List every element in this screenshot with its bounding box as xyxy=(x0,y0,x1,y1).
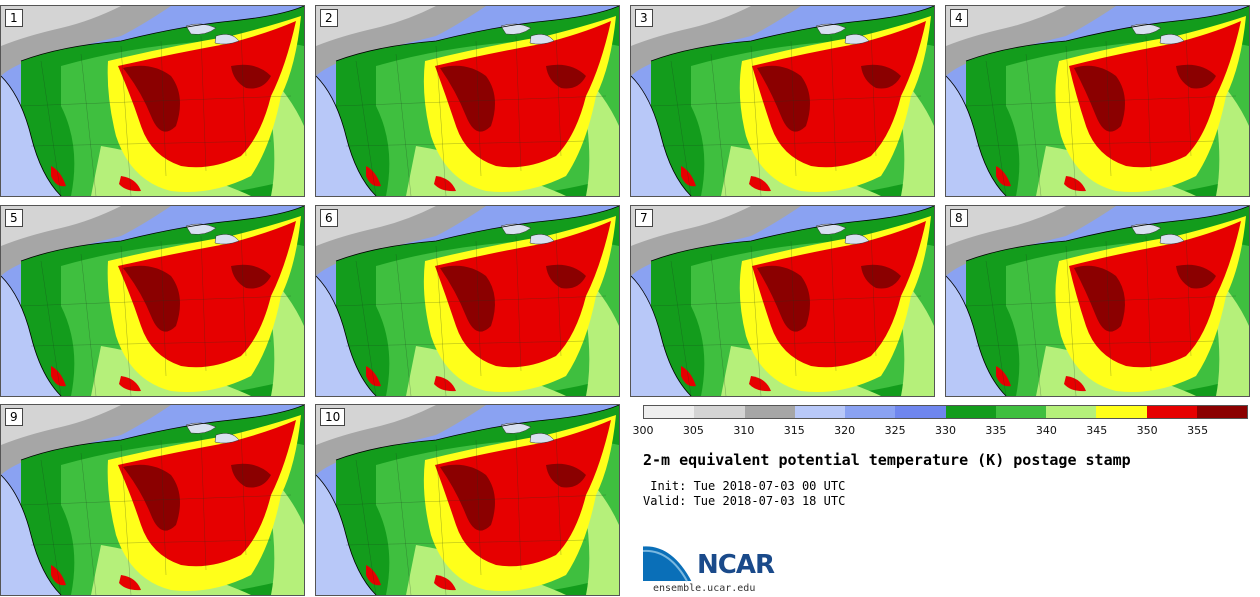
colorbar-tick-label: 330 xyxy=(935,424,956,437)
conus-map xyxy=(316,405,619,595)
panel-number: 8 xyxy=(950,209,968,227)
map-panel-6: 6 xyxy=(315,205,620,397)
panel-number: 6 xyxy=(320,209,338,227)
panel-number: 7 xyxy=(635,209,653,227)
colorbar-segment xyxy=(694,406,745,418)
map-panel-2: 2 xyxy=(315,5,620,197)
site-url: ensemble.ucar.edu xyxy=(653,583,756,594)
colorbar-tick-label: 310 xyxy=(733,424,755,437)
colorbar xyxy=(643,405,1248,419)
colorbar-segment xyxy=(1046,406,1097,418)
map-panel-3: 3 xyxy=(630,5,935,197)
map-panel-10: 10 xyxy=(315,404,620,596)
colorbar-tick-label: 340 xyxy=(1035,424,1057,437)
panel-number: 3 xyxy=(635,9,653,27)
colorbar-segment xyxy=(1196,406,1247,418)
colorbar-segment xyxy=(945,406,996,418)
conus-map xyxy=(946,206,1249,396)
conus-map xyxy=(316,206,619,396)
init-time: Init: Tue 2018-07-03 00 UTC xyxy=(643,479,846,493)
map-panel-8: 8 xyxy=(945,205,1250,397)
conus-map xyxy=(946,6,1249,196)
panel-number: 4 xyxy=(950,9,968,27)
panel-number: 5 xyxy=(5,209,23,227)
panel-number: 9 xyxy=(5,408,23,426)
panel-number: 2 xyxy=(320,9,338,27)
conus-map xyxy=(631,6,934,196)
panel-number: 10 xyxy=(320,408,346,426)
conus-map xyxy=(631,206,934,396)
colorbar-tick-label: 355 xyxy=(1187,424,1209,437)
colorbar-segment xyxy=(895,406,946,418)
conus-map xyxy=(1,6,304,196)
colorbar-segment xyxy=(1146,406,1197,418)
map-panel-5: 5 xyxy=(0,205,305,397)
conus-map xyxy=(1,206,304,396)
conus-map xyxy=(1,405,304,595)
chart-title: 2-m equivalent potential temperature (K)… xyxy=(643,451,1131,469)
colorbar-segment xyxy=(794,406,845,418)
colorbar-segment xyxy=(995,406,1046,418)
ncar-logo-icon xyxy=(643,543,695,582)
map-panel-4: 4 xyxy=(945,5,1250,197)
colorbar-segment xyxy=(1096,406,1147,418)
ncar-wordmark: NCAR xyxy=(697,550,775,580)
colorbar-tick-label: 305 xyxy=(682,424,704,437)
panel-number: 1 xyxy=(5,9,23,27)
map-panel-7: 7 xyxy=(630,205,935,397)
colorbar-tick-label: 320 xyxy=(834,424,856,437)
colorbar-segment xyxy=(845,406,896,418)
colorbar-tick-label: 325 xyxy=(884,424,906,437)
colorbar-tick-label: 345 xyxy=(1086,424,1108,437)
colorbar-segment xyxy=(744,406,795,418)
colorbar-tick-label: 315 xyxy=(783,424,805,437)
colorbar-tick-label: 300 xyxy=(632,424,654,437)
conus-map xyxy=(316,6,619,196)
map-panel-9: 9 xyxy=(0,404,305,596)
colorbar-tick-label: 350 xyxy=(1136,424,1158,437)
colorbar-tick-label: 335 xyxy=(985,424,1007,437)
valid-time: Valid: Tue 2018-07-03 18 UTC xyxy=(643,494,846,508)
map-panel-1: 1 xyxy=(0,5,305,197)
colorbar-segment xyxy=(644,406,695,418)
